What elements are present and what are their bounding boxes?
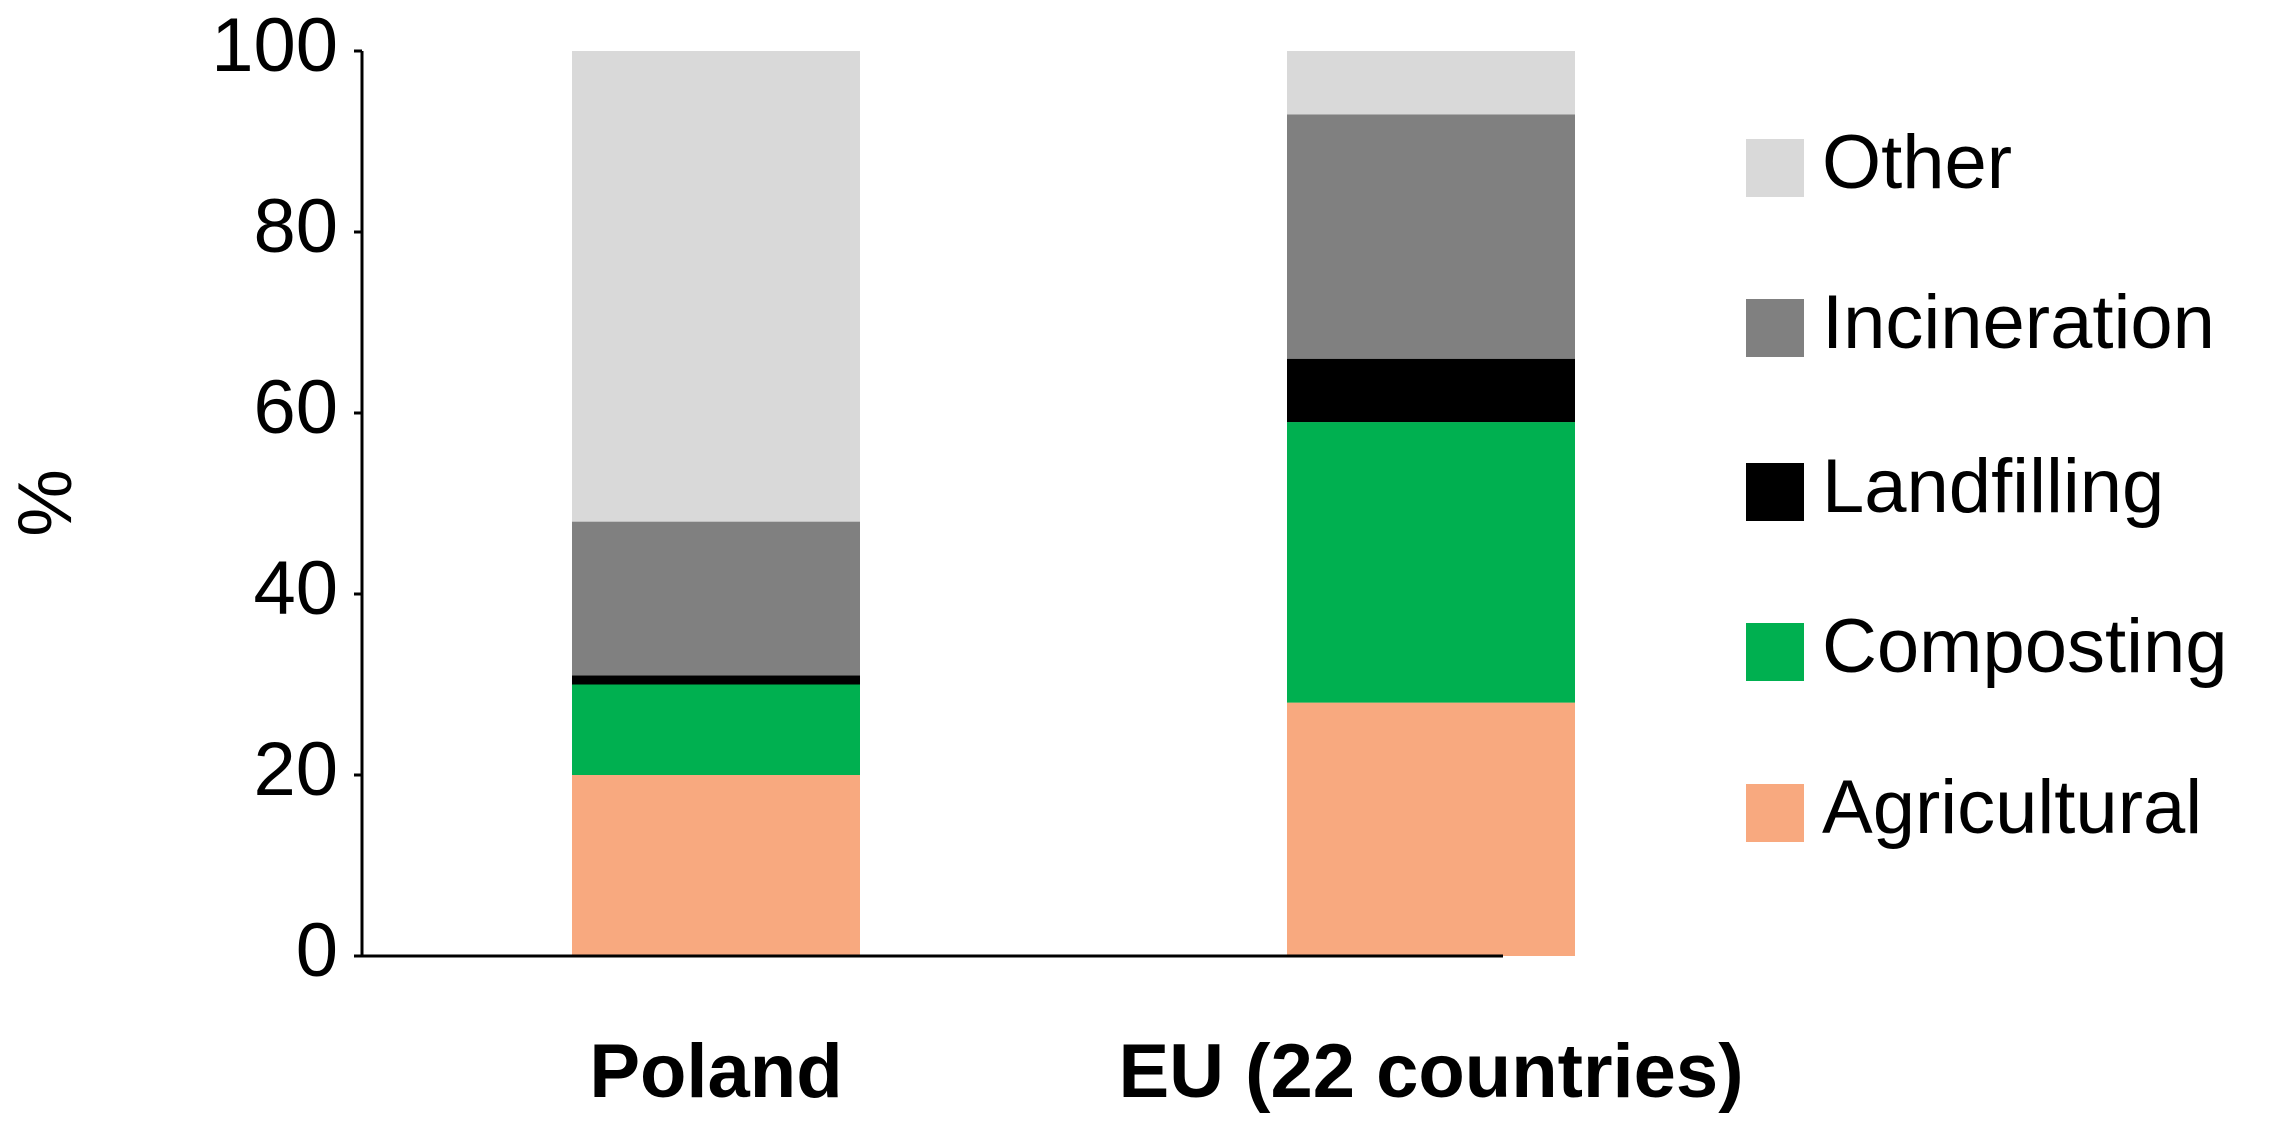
legend-swatch (1746, 139, 1804, 197)
legend-label: Landfilling (1822, 444, 2164, 529)
y-tick-label: 40 (253, 546, 338, 631)
y-tick-label: 60 (253, 365, 338, 450)
y-tick-label: 20 (253, 727, 338, 812)
legend-label: Other (1822, 120, 2012, 205)
legend-label: Composting (1822, 604, 2228, 689)
legend-swatch (1746, 623, 1804, 681)
bar-segment (1287, 358, 1575, 423)
y-tick-label: 80 (253, 184, 338, 269)
bar-segment (572, 51, 860, 522)
bar-segment (1287, 422, 1575, 703)
legend-swatch (1746, 299, 1804, 357)
x-tick-label: EU (22 countries) (1118, 1029, 1743, 1114)
legend-label: Agricultural (1822, 765, 2202, 850)
bar-segment (572, 521, 860, 676)
bar-segment (1287, 702, 1575, 956)
bar-segment (572, 775, 860, 956)
bar-segment (1287, 51, 1575, 115)
bar-segment (572, 684, 860, 775)
bar-segment (1287, 114, 1575, 359)
y-axis-label: % (3, 469, 88, 537)
legend-swatch (1746, 463, 1804, 521)
legend-swatch (1746, 784, 1804, 842)
x-tick-label: Poland (589, 1029, 842, 1114)
legend-label: Incineration (1822, 280, 2215, 365)
y-tick-label: 0 (296, 908, 338, 993)
bar-segment (572, 675, 860, 685)
y-tick-label: 100 (211, 3, 338, 88)
